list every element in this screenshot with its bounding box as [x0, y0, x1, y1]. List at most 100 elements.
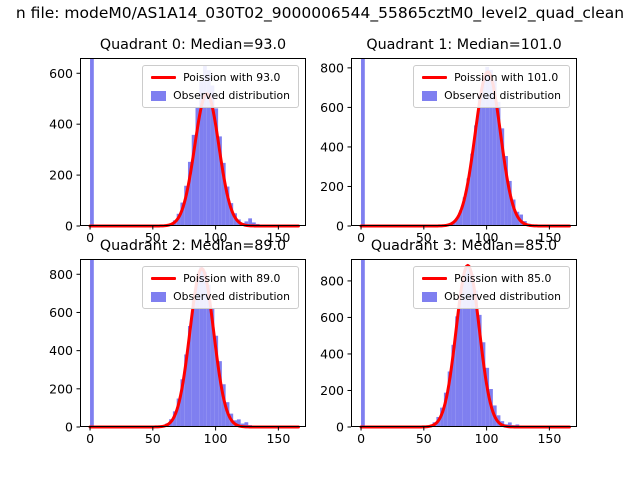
histogram-bar [489, 69, 493, 226]
legend-item-poisson: Poission with 93.0 [151, 71, 290, 84]
legend-patch-sample [151, 291, 167, 302]
histogram-bar [221, 384, 226, 427]
histogram-bar [218, 361, 222, 427]
histogram-bar [206, 284, 211, 427]
histogram-bar [203, 65, 207, 226]
legend-label-observed: Observed distribution [444, 89, 561, 102]
histogram-bar [244, 422, 249, 427]
histogram-bar [187, 326, 192, 427]
y-tick-label: 600 [49, 305, 73, 320]
x-tick-label: 150 [266, 230, 290, 245]
y-tick-label: 0 [65, 420, 73, 435]
legend-label-poisson: Poission with 93.0 [183, 71, 281, 84]
histogram-bar [458, 290, 463, 427]
x-tick-label: 100 [204, 230, 228, 245]
legend: Poission with 101.0 Observed distributio… [413, 65, 570, 108]
histogram-bar [252, 222, 256, 226]
y-tick-label: 0 [336, 219, 344, 234]
histogram-bar [440, 407, 444, 427]
histogram-bar [187, 161, 192, 226]
legend-item-poisson: Poission with 89.0 [151, 272, 290, 285]
legend-label-poisson: Poission with 85.0 [454, 272, 552, 285]
histogram-bar [361, 259, 365, 427]
histogram-bar [221, 162, 226, 226]
histogram-bar [225, 186, 230, 226]
histogram-bar [218, 136, 222, 226]
legend-patch-sample [151, 90, 167, 101]
subplot-title: Quadrant 0: Median=93.0 [99, 37, 287, 53]
histogram-bar [485, 367, 490, 427]
legend-item-poisson: Poission with 101.0 [422, 71, 561, 84]
legend-line-sample [422, 76, 448, 79]
histogram-bar [195, 277, 200, 427]
histogram-bar [470, 153, 475, 226]
x-tick-label: 100 [204, 431, 228, 446]
histogram-bar [466, 266, 471, 427]
y-tick-label: 200 [49, 381, 73, 396]
y-tick-label: 600 [320, 310, 344, 325]
histogram-bar [481, 342, 486, 427]
x-tick-label: 0 [357, 431, 365, 446]
axes-border [351, 259, 577, 427]
subplot-title: Quadrant 2: Median=89.0 [99, 238, 287, 254]
x-tick-label: 50 [416, 230, 432, 245]
histogram-bar [195, 106, 200, 226]
histogram-bar [184, 354, 188, 427]
y-tick-label: 400 [320, 346, 344, 361]
histogram-bar [244, 221, 249, 226]
axes-border [351, 58, 577, 226]
histogram-bar [455, 218, 459, 226]
histogram-bar [477, 314, 482, 427]
subplot-quadrant-1: Quadrant 1: Median=101.0 0 50 100 150 0 200 40… [320, 37, 577, 245]
axes-border [80, 259, 306, 427]
x-tick-label: 100 [475, 431, 499, 446]
histogram-bar [462, 273, 467, 427]
histogram-bar [236, 419, 241, 427]
x-tick-label: 0 [357, 230, 365, 245]
x-tick-label: 100 [475, 230, 499, 245]
y-tick-label: 400 [320, 139, 344, 154]
histogram-bar [206, 70, 211, 226]
legend-label-poisson: Poission with 89.0 [183, 272, 281, 285]
y-tick-label: 400 [49, 117, 73, 132]
histogram-bar [199, 266, 204, 427]
histogram-bar [90, 58, 94, 226]
histogram-bar [191, 134, 196, 226]
legend-item-observed: Observed distribution [151, 89, 290, 102]
x-tick-label: 150 [537, 230, 561, 245]
legend: Poission with 89.0 Observed distribution [142, 266, 299, 309]
histogram-bar [477, 97, 482, 226]
y-tick-label: 200 [320, 179, 344, 194]
histogram-bar [180, 202, 185, 226]
plot-area: 0 50 100 150 0 200 400 600 800 [320, 259, 577, 446]
histogram-bar [210, 85, 215, 227]
histogram-bar [176, 398, 181, 427]
legend-patch-sample [422, 90, 438, 101]
histogram-bar [474, 290, 478, 427]
histogram-bar [485, 66, 490, 226]
histogram-bar [507, 180, 512, 226]
legend-item-observed: Observed distribution [151, 290, 290, 303]
histogram-bar [184, 185, 188, 226]
legend-patch-sample [422, 291, 438, 302]
histogram-bar [191, 298, 196, 427]
subplot-title: Quadrant 1: Median=101.0 [366, 37, 562, 53]
histogram-bar [248, 218, 253, 226]
x-tick-label: 0 [86, 230, 94, 245]
y-tick-label: 0 [65, 219, 73, 234]
legend-line-sample [151, 277, 177, 280]
histogram-bar [172, 411, 177, 427]
x-tick-label: 50 [416, 431, 432, 446]
y-tick-label: 200 [49, 168, 73, 183]
histogram-bar [496, 101, 501, 226]
y-tick-label: 200 [320, 383, 344, 398]
subplot-quadrant-2: Quadrant 2: Median=89.0 0 50 100 150 0 200 400… [49, 238, 306, 446]
histogram-bar [500, 128, 505, 226]
histogram-bar [507, 422, 512, 427]
histogram-bar [229, 203, 234, 226]
histogram-bar [481, 77, 486, 226]
legend: Poission with 85.0 Observed distribution [413, 266, 570, 309]
figure-title: n file: modeM0/AS1A14_030T02_9000006544_… [15, 4, 625, 22]
y-tick-label: 800 [320, 273, 344, 288]
